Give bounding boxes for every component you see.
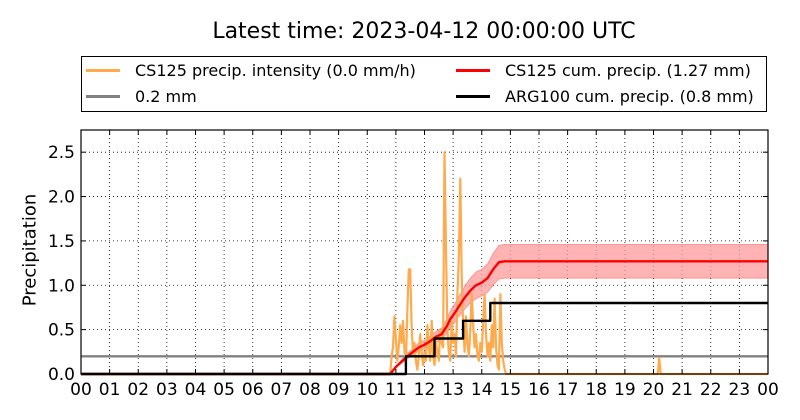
legend-swatch-orange — [86, 69, 120, 72]
chart-title: Latest time: 2023-04-12 00:00:00 UTC — [212, 19, 636, 44]
x-tick-label: 11 — [385, 380, 407, 400]
arg100-cumulative-line — [81, 301, 768, 376]
x-tick-label: 12 — [414, 380, 436, 400]
x-tick-label: 15 — [500, 380, 522, 400]
y-axis-label: Precipitation — [19, 193, 41, 307]
x-tick-label: 18 — [585, 380, 607, 400]
x-tick-label: 02 — [127, 380, 149, 400]
y-tick-label: 2.5 — [48, 143, 75, 163]
x-tick-label: 04 — [185, 380, 207, 400]
x-tick-label: 23 — [729, 380, 751, 400]
y-tick-label: 0.0 — [48, 365, 75, 385]
x-tick-label: 19 — [614, 380, 636, 400]
x-tick-label: 21 — [671, 380, 693, 400]
x-tick-label: 10 — [356, 380, 378, 400]
grid-lines — [81, 130, 768, 374]
legend-item-arg100-cumulative: ARG100 cum. precip. (0.8 mm) — [456, 87, 754, 106]
x-tick-label: 13 — [442, 380, 464, 400]
x-tick-label: 16 — [528, 380, 550, 400]
x-tick-label: 06 — [242, 380, 264, 400]
x-tick-label: 03 — [156, 380, 178, 400]
legend-label: CS125 cum. precip. (1.27 mm) — [505, 61, 751, 80]
legend-label: 0.2 mm — [135, 87, 197, 106]
cs125-intensity-line — [81, 151, 768, 376]
legend-item-threshold: 0.2 mm — [86, 87, 197, 106]
legend-swatch-gray — [86, 95, 120, 98]
x-tick-label: 07 — [271, 380, 293, 400]
x-tick-label: 17 — [557, 380, 579, 400]
legend-swatch-black — [456, 95, 490, 98]
legend-swatch-red — [456, 69, 490, 72]
y-tick-label: 1.5 — [48, 232, 75, 252]
legend: CS125 precip. intensity (0.0 mm/h) 0.2 m… — [81, 56, 767, 112]
y-tick-label: 0.5 — [48, 321, 75, 341]
legend-label: ARG100 cum. precip. (0.8 mm) — [505, 87, 754, 106]
legend-item-cs125-intensity: CS125 precip. intensity (0.0 mm/h) — [86, 61, 416, 80]
series-lines — [81, 151, 768, 376]
axis-ticks: 00 01 02 03 04 05 06 07 08 09 10 11 12 13 14 15 16 17 18 19… — [48, 130, 779, 400]
y-tick-label: 1.0 — [48, 276, 75, 296]
x-tick-label: 05 — [213, 380, 235, 400]
x-tick-label: 01 — [99, 380, 121, 400]
x-tick-label: 22 — [700, 380, 722, 400]
x-tick-label: 00 — [757, 380, 779, 400]
legend-item-cs125-cumulative: CS125 cum. precip. (1.27 mm) — [456, 61, 751, 80]
x-tick-label: 08 — [299, 380, 321, 400]
x-tick-label: 00 — [70, 380, 92, 400]
x-tick-label: 20 — [643, 380, 665, 400]
y-tick-label: 2.0 — [48, 188, 75, 208]
x-tick-label: 14 — [471, 380, 493, 400]
x-tick-label: 09 — [328, 380, 350, 400]
legend-label: CS125 precip. intensity (0.0 mm/h) — [135, 61, 416, 80]
